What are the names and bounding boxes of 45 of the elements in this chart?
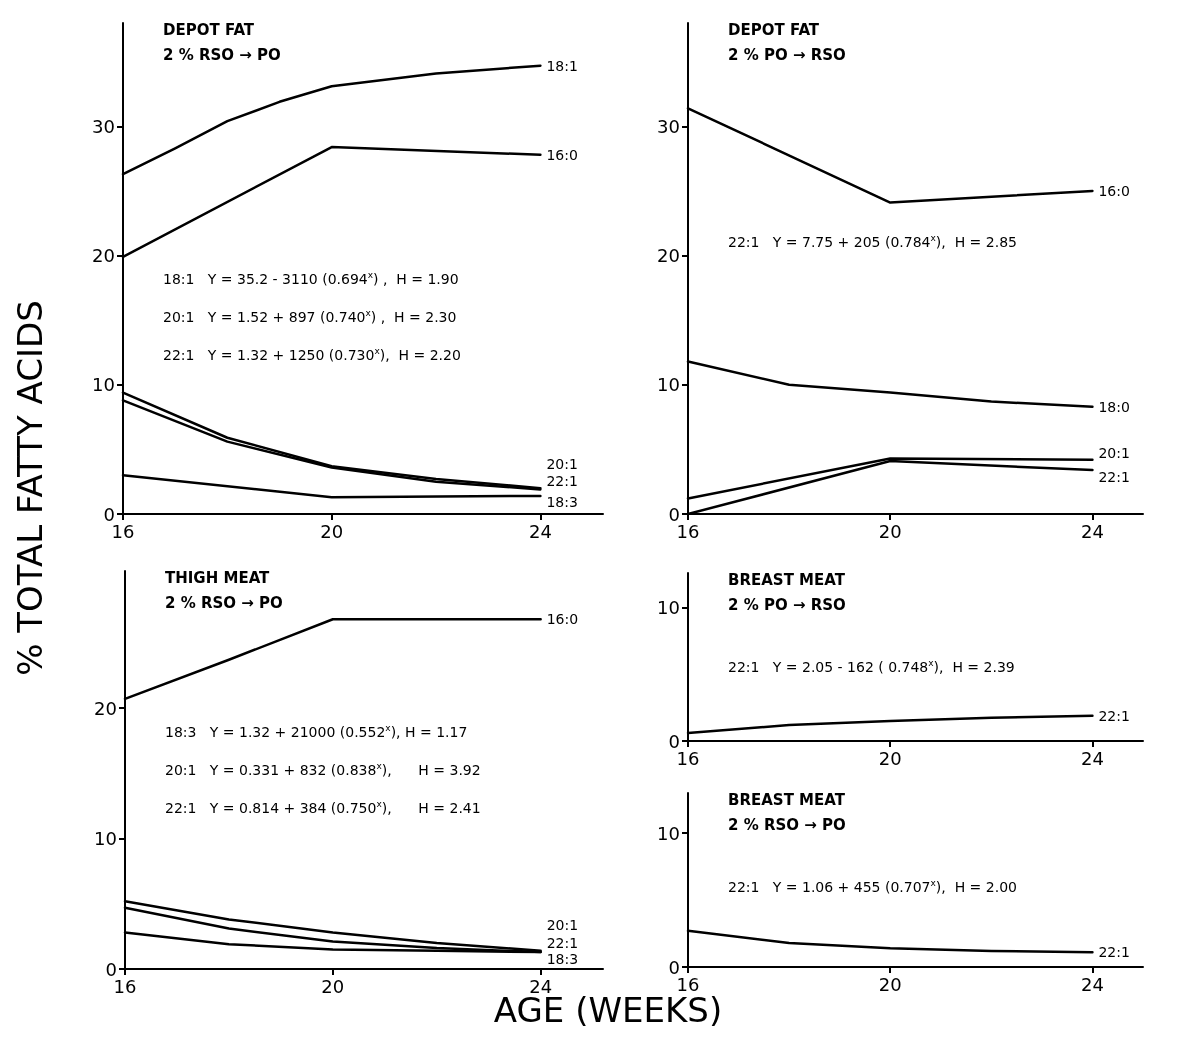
series-label: 20:1 xyxy=(546,916,579,933)
y-tick-label: 20 xyxy=(94,697,117,719)
series-label: 18:1 xyxy=(546,57,578,74)
series-label: 22:1 xyxy=(1098,944,1130,961)
y-axis-title: % TOTAL FATTY ACIDS xyxy=(10,300,50,676)
x-tick-label: 24 xyxy=(1080,747,1104,769)
series-label: 20:1 xyxy=(1098,444,1130,461)
series-label: 22:1 xyxy=(546,935,579,952)
series-label: 20:1 xyxy=(546,456,578,473)
text: 2 % RSO → PO xyxy=(728,815,846,834)
chart-title: DEPOT FAT xyxy=(163,20,255,39)
chart-title: DEPOT FAT xyxy=(728,20,820,39)
series-label: 22:1 xyxy=(546,473,578,490)
text: 2 % RSO → PO xyxy=(163,45,281,64)
x-tick-label: 24 xyxy=(1080,973,1104,995)
y-tick-label: 10 xyxy=(94,828,117,850)
y-tick-label: 20 xyxy=(657,245,680,267)
series-label: 18:3 xyxy=(546,951,579,968)
series-label: 16:0 xyxy=(1098,182,1130,199)
y-tick-label: 30 xyxy=(657,115,680,137)
series-label: 18:3 xyxy=(546,493,578,510)
chart-title: THIGH MEAT xyxy=(165,568,271,587)
text: 2 % RSO → PO xyxy=(165,593,283,612)
text: 2 % PO → RSO xyxy=(728,595,846,614)
x-tick-label: 20 xyxy=(878,973,902,995)
x-tick-label: 24 xyxy=(1080,520,1104,542)
x-tick-label: 20 xyxy=(878,747,902,769)
x-tick-label: 20 xyxy=(321,975,345,997)
y-tick-label: 10 xyxy=(92,374,115,396)
x-tick-label: 24 xyxy=(528,520,552,542)
series-label: 22:1 xyxy=(1098,707,1130,724)
text: 2 % PO → RSO xyxy=(728,45,846,64)
series-label: 16:0 xyxy=(546,611,579,628)
y-tick-label: 30 xyxy=(92,115,115,137)
series-label: 18:0 xyxy=(1098,398,1130,415)
x-tick-label: 20 xyxy=(878,520,902,542)
y-tick-label: 20 xyxy=(92,245,115,267)
chart-title: BREAST MEAT xyxy=(728,790,846,809)
chart-title: BREAST MEAT xyxy=(728,570,846,589)
x-tick-label: 20 xyxy=(320,520,344,542)
series-label: 16:0 xyxy=(546,146,578,163)
y-tick-label: 10 xyxy=(657,597,680,619)
y-tick-label: 10 xyxy=(657,374,680,396)
y-tick-label: 10 xyxy=(657,822,680,844)
series-label: 22:1 xyxy=(1098,469,1130,486)
